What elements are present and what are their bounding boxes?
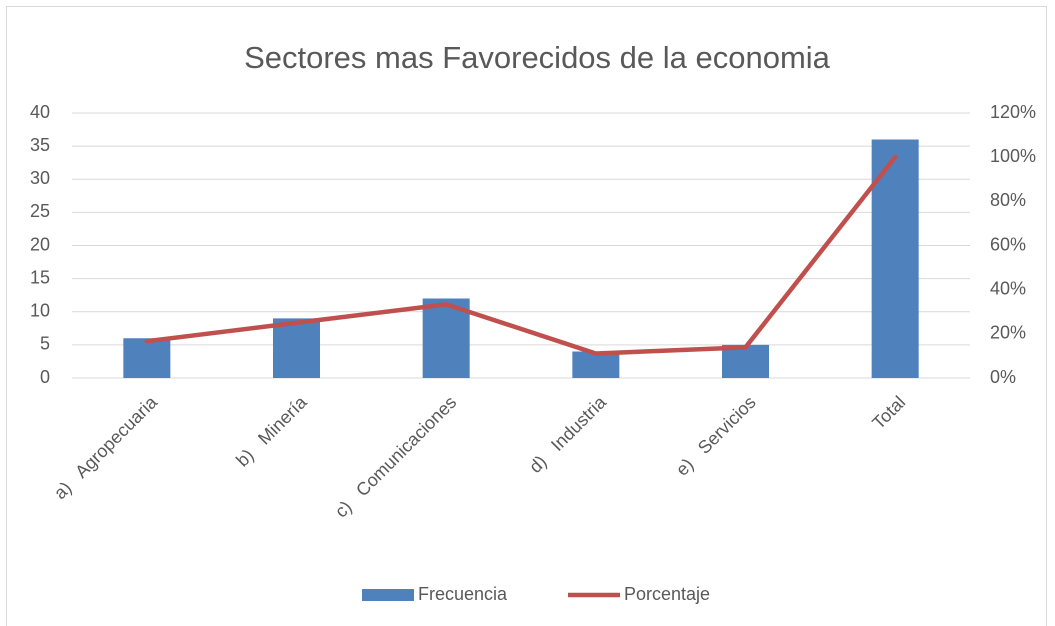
y-tick-label: 40: [30, 102, 50, 122]
y-tick-label: 20: [30, 234, 50, 254]
bar: [722, 344, 769, 378]
line: [144, 154, 898, 356]
chart-title: Sectores mas Favorecidos de la economia: [244, 40, 831, 75]
y-tick-label: 10: [30, 301, 50, 321]
y-tick-label: 35: [30, 135, 50, 155]
y2-tick-label: 40%: [990, 278, 1026, 298]
legend-swatch: [362, 589, 414, 601]
y2-tick-label: 100%: [990, 146, 1036, 166]
bar: [572, 351, 620, 378]
legend-label: Porcentaje: [624, 584, 710, 604]
y2-tick-label: 20%: [990, 323, 1026, 343]
y-tick-label: 15: [30, 267, 50, 287]
bar: [123, 338, 171, 378]
bar: [273, 318, 320, 378]
legend-label: Frecuencia: [418, 584, 508, 604]
y-tick-label: 5: [40, 334, 50, 354]
y-tick-label: 0: [40, 367, 50, 387]
y2-tick-label: 0%: [990, 367, 1016, 387]
y2-tick-label: 80%: [990, 190, 1026, 210]
y-tick-label: 25: [30, 201, 50, 221]
y2-tick-label: 60%: [990, 234, 1026, 254]
y-tick-label: 30: [30, 168, 50, 188]
y2-tick-label: 120%: [990, 102, 1036, 122]
